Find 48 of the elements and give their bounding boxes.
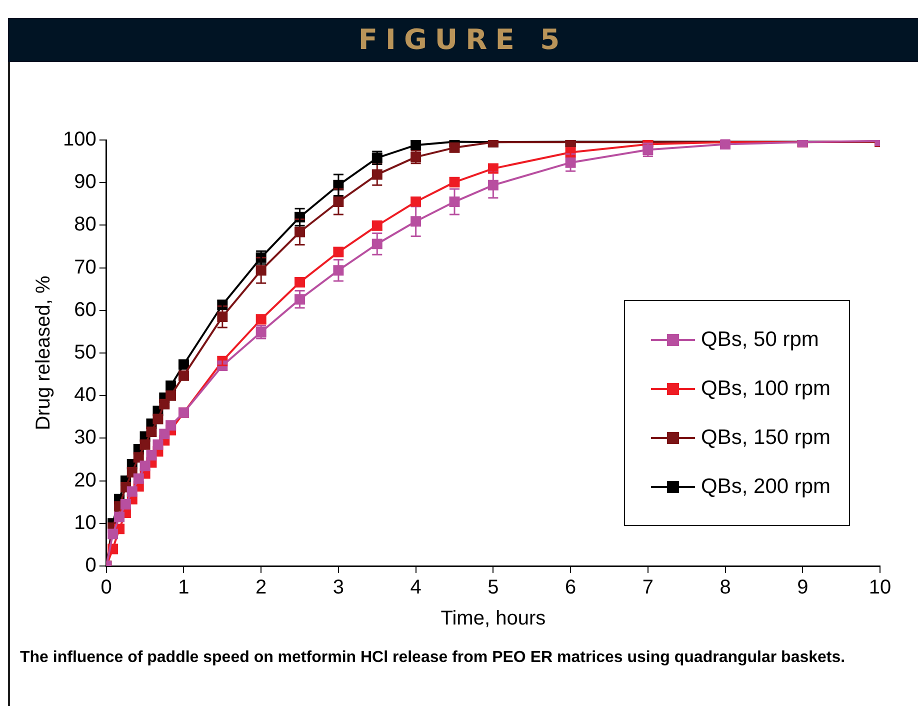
text: The influence of paddle speed on metformin HCl release from PEO ER matrices using quadrangular baskets. — [20, 648, 846, 668]
point — [178, 359, 189, 370]
x-tick-label: 1 — [178, 576, 190, 599]
point — [152, 414, 164, 424]
x-tick-label: 7 — [642, 576, 654, 599]
point — [166, 420, 176, 431]
y-tick-label: 0 — [85, 554, 96, 577]
x-tick-label: 6 — [564, 576, 576, 599]
y-tick-label: 10 — [74, 512, 96, 534]
point — [146, 450, 157, 460]
y-tick-label: 80 — [74, 214, 96, 236]
y-tick-label: 60 — [74, 298, 96, 321]
x-tick-label: 3 — [332, 576, 344, 599]
x-tick-label: 9 — [797, 576, 808, 599]
x-tick-label: 10 — [868, 576, 892, 599]
point — [146, 426, 157, 438]
y-tick-label: 50 — [74, 342, 96, 364]
y-tick-label: 70 — [74, 256, 96, 278]
x-tick-label: 5 — [488, 576, 499, 599]
y-tick-label: 30 — [74, 426, 96, 449]
point — [133, 473, 144, 484]
chart-title: FIGURE 5 — [8, 18, 918, 62]
legend-label: QBs, 50 rpm — [701, 328, 819, 352]
point — [126, 486, 138, 497]
point — [159, 398, 170, 410]
x-tick-label: 2 — [256, 576, 267, 599]
point — [159, 428, 170, 440]
point — [108, 528, 118, 540]
x-tick-label: 8 — [720, 576, 731, 599]
point — [133, 452, 144, 463]
x-tick-label: 4 — [410, 576, 422, 599]
x-tick-label: 0 — [100, 576, 112, 599]
legend-label: QBs, 200 rpm — [701, 474, 831, 498]
y-tick-label: 100 — [62, 128, 96, 151]
point — [140, 460, 150, 472]
point — [114, 512, 125, 522]
x-axis-title: Time, hours — [440, 608, 546, 630]
point — [166, 380, 176, 392]
y-tick-label: 40 — [74, 384, 96, 406]
point — [152, 439, 164, 450]
y-tick-label: 90 — [74, 171, 96, 194]
legend-label: QBs, 150 rpm — [701, 426, 831, 450]
point — [140, 439, 150, 450]
point — [120, 498, 131, 510]
point — [166, 390, 176, 401]
y-tick-label: 20 — [74, 469, 96, 492]
legend-label: QBs, 100 rpm — [701, 376, 831, 400]
y-axis-title: Drug released, % — [32, 276, 55, 430]
